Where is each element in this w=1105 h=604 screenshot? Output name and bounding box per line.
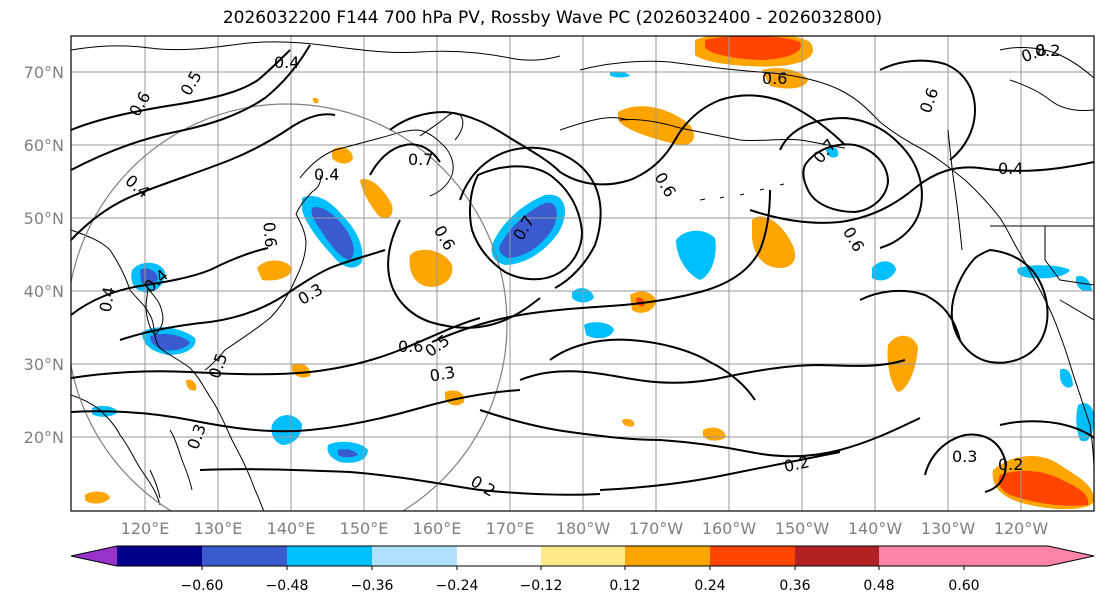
colorbar-tick-label: −0.60 — [181, 578, 224, 594]
lat-label: 60°N — [24, 136, 64, 155]
map-frame — [70, 35, 1095, 512]
contour-label: 0.3 — [428, 362, 456, 385]
contour-label: 0.4 — [96, 285, 119, 313]
contour-label: 0.6 — [762, 69, 787, 88]
colorbar-segment — [457, 546, 541, 566]
colorbar: −0.60 −0.48 −0.36 −0.24 −0.12 0.12 0.24 … — [70, 545, 1095, 594]
colorbar-tick-label: −0.12 — [520, 578, 563, 594]
contour-label: 0.3 — [952, 447, 977, 466]
colorbar-segment — [795, 546, 879, 566]
lat-label: 50°N — [24, 209, 64, 228]
lon-label: 140°E — [267, 519, 316, 538]
negative-anomaly-shading — [92, 71, 1094, 463]
contour-label: 0.4 — [314, 165, 339, 184]
coastlines — [71, 41, 1094, 511]
contour-label: 0.2 — [1035, 41, 1060, 60]
colorbar-extend-low — [71, 546, 117, 566]
lat-label: 40°N — [24, 282, 64, 301]
colorbar-tick-label: 0.60 — [948, 578, 979, 594]
lon-label: 130°W — [921, 519, 976, 538]
lon-label: 150°E — [340, 519, 389, 538]
lon-label: 120°W — [994, 519, 1049, 538]
lon-label: 160°E — [413, 519, 462, 538]
colorbar-tick-label: 0.24 — [694, 578, 725, 594]
latitude-labels: 70°N 60°N 50°N 40°N 30°N 20°N — [24, 63, 64, 447]
colorbar-segment — [202, 546, 287, 566]
colorbar-segment — [372, 546, 457, 566]
colorbar-tick-label: 0.36 — [779, 578, 810, 594]
lat-label: 30°N — [24, 355, 64, 374]
lon-label: 130°E — [194, 519, 243, 538]
colorbar-tick-label: −0.48 — [266, 578, 309, 594]
pv-contours — [71, 44, 1094, 496]
colorbar-segment — [710, 546, 795, 566]
contour-label: 0.6 — [259, 221, 280, 248]
map-title: 2026032200 F144 700 hPa PV, Rossby Wave … — [222, 8, 883, 28]
colorbar-segment — [625, 546, 710, 566]
lon-label: 160°W — [702, 519, 757, 538]
colorbar-tick-label: 0.48 — [863, 578, 894, 594]
colorbar-tick-label: −0.36 — [351, 578, 394, 594]
lon-label: 140°W — [848, 519, 903, 538]
colorbar-segment — [287, 546, 372, 566]
colorbar-extend-high — [964, 546, 1094, 566]
contour-label: 0.2 — [998, 455, 1023, 474]
colorbar-segment — [117, 546, 202, 566]
colorbar-tick-label: −0.24 — [436, 578, 479, 594]
lon-label: 180°W — [556, 519, 611, 538]
reference-circle — [71, 103, 508, 511]
colorbar-segment — [879, 546, 964, 566]
lon-label: 120°E — [121, 519, 170, 538]
lat-label: 20°N — [24, 428, 64, 447]
contour-label: 0.6 — [398, 337, 423, 356]
lon-label: 170°W — [629, 519, 684, 538]
gridlines — [71, 36, 1094, 511]
contour-label: 0.2 — [782, 452, 811, 476]
colorbar-segment — [541, 546, 625, 566]
longitude-labels: 120°E 130°E 140°E 150°E 160°E 170°E 180°… — [121, 519, 1049, 538]
colorbar-tick-label: 0.12 — [609, 578, 640, 594]
lon-label: 150°W — [775, 519, 830, 538]
lat-label: 70°N — [24, 63, 64, 82]
lon-label: 170°E — [486, 519, 535, 538]
contour-label: 0.4 — [998, 159, 1023, 178]
contour-label: 0.4 — [274, 53, 299, 72]
contour-label: 0.7 — [408, 150, 433, 169]
